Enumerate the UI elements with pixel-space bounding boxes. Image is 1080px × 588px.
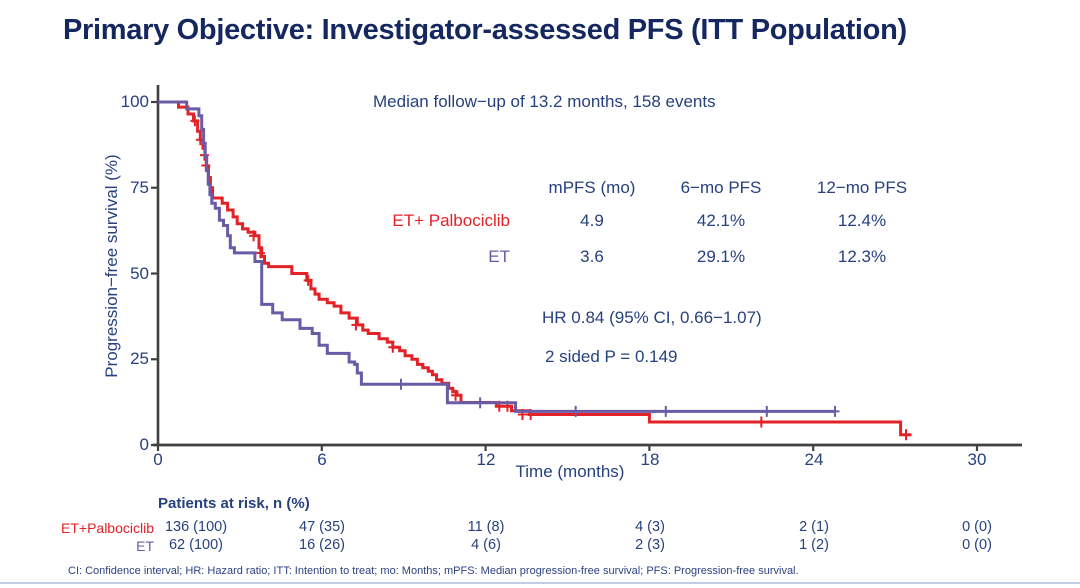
risk-table-title: Patients at risk, n (%) — [158, 495, 310, 512]
x-tick-24: 24 — [804, 450, 824, 469]
risk-et-0: 62 (100) — [168, 537, 223, 553]
risk-palbociclib-0: 136 (100) — [164, 519, 228, 535]
stats-header-mpfs: mPFS (mo) — [548, 178, 636, 197]
stats-palbociclib-6mo: 42.1% — [696, 211, 746, 230]
risk-palbociclib-12: 11 (8) — [467, 519, 505, 535]
risk-et-12: 4 (6) — [471, 537, 501, 553]
risk-et-30: 0 (0) — [962, 537, 992, 553]
x-axis-label: Time (months) — [515, 462, 625, 481]
x-tick-0: 0 — [153, 450, 163, 469]
p-value-text: 2 sided P = 0.149 — [545, 347, 678, 366]
risk-palbociclib-18: 4 (3) — [635, 519, 665, 535]
risk-et-24: 1 (2) — [799, 537, 829, 553]
x-tick-6: 6 — [317, 450, 327, 469]
y-tick-25: 25 — [130, 349, 149, 368]
stats-et-12mo: 12.3% — [837, 247, 887, 266]
risk-row-label-palbociclib: ET+Palbociclib — [61, 520, 154, 536]
y-tick-50: 50 — [130, 264, 149, 283]
stats-palbociclib-12mo: 12.4% — [837, 211, 887, 230]
hazard-ratio-text: HR 0.84 (95% CI, 0.66−1.07) — [542, 308, 762, 327]
risk-palbociclib-24: 2 (1) — [799, 519, 829, 535]
stats-et-mpfs: 3.6 — [580, 247, 604, 266]
abbreviations-footnote: CI: Confidence interval; HR: Hazard rati… — [68, 565, 799, 577]
risk-row-label-et: ET — [136, 538, 154, 554]
x-tick-30: 30 — [967, 450, 987, 469]
followup-annotation: Median follow−up of 13.2 months, 158 eve… — [373, 92, 716, 111]
legend-label-palbociclib: ET+ Palbociclib — [392, 211, 510, 230]
slide-bottom-rule — [0, 582, 1080, 584]
stats-et-6mo: 29.1% — [696, 247, 746, 266]
risk-et-6: 16 (26) — [299, 537, 345, 553]
legend-label-et: ET — [488, 247, 510, 266]
stats-palbociclib-mpfs: 4.9 — [580, 211, 604, 230]
y-tick-75: 75 — [130, 178, 149, 197]
page-title: Primary Objective: Investigator-assessed… — [63, 14, 907, 46]
x-tick-12: 12 — [476, 450, 496, 469]
stats-header-12mo: 12−mo PFS — [816, 178, 908, 197]
stats-header-6mo: 6−mo PFS — [680, 178, 762, 197]
risk-et-18: 2 (3) — [635, 537, 665, 553]
risk-palbociclib-30: 0 (0) — [962, 519, 992, 535]
y-tick-0: 0 — [139, 435, 149, 454]
risk-palbociclib-6: 47 (35) — [299, 519, 345, 535]
x-tick-18: 18 — [640, 450, 660, 469]
y-tick-100: 100 — [120, 92, 149, 111]
